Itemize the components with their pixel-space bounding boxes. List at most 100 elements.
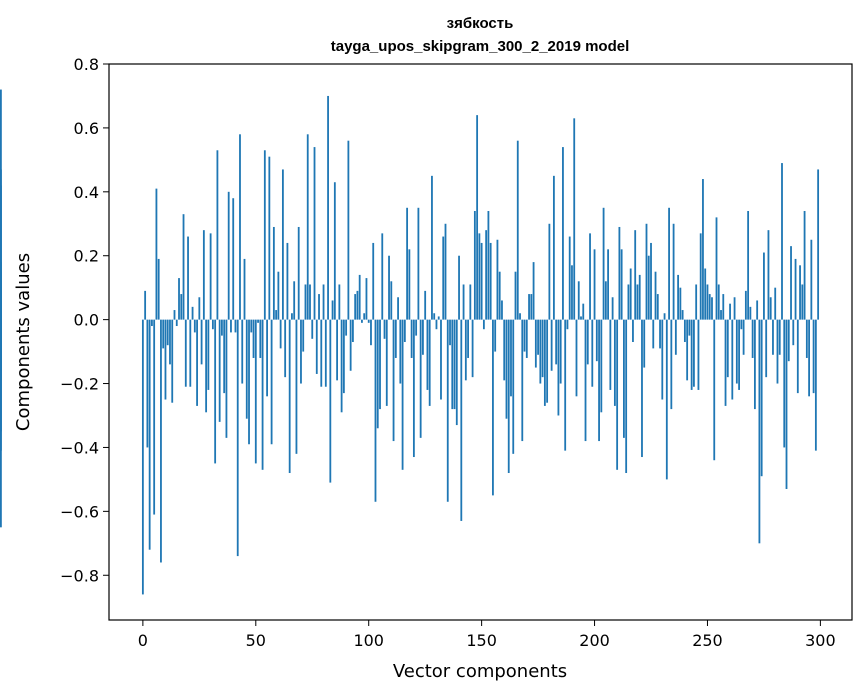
bar (611, 297, 614, 320)
bar (681, 310, 684, 320)
bar (706, 284, 709, 320)
bar (175, 319, 178, 327)
bar (781, 163, 783, 320)
bar (620, 249, 623, 320)
bar (589, 233, 591, 320)
bar (516, 140, 519, 320)
bar (381, 233, 384, 320)
bar (230, 319, 232, 333)
bar (643, 319, 646, 368)
bar (331, 300, 334, 320)
bar (627, 284, 630, 320)
bar (695, 284, 698, 320)
bar (403, 319, 406, 342)
bar (702, 179, 704, 320)
bar (435, 319, 438, 330)
bar (641, 319, 643, 458)
bar (636, 284, 639, 320)
bar (616, 319, 619, 470)
bar (347, 140, 350, 320)
bar (489, 242, 492, 320)
bar (408, 249, 411, 320)
bar (733, 297, 736, 320)
bar (370, 319, 372, 346)
bar (146, 319, 149, 448)
x-axis-label: Vector components (393, 661, 567, 682)
bar (281, 169, 284, 320)
bar (548, 223, 551, 320)
bar (209, 233, 212, 320)
bar (792, 319, 795, 346)
bar (291, 313, 293, 320)
bar (532, 262, 535, 320)
bar (717, 284, 720, 320)
bar (221, 319, 223, 336)
bar (304, 284, 307, 320)
y-tick-label: −0.6 (60, 502, 99, 521)
y-tick-label: 0.6 (74, 119, 99, 138)
bar (571, 265, 573, 320)
bar (153, 319, 156, 515)
bar (602, 207, 605, 320)
bar (245, 319, 248, 419)
bar (803, 210, 806, 320)
y-tick-label: 0.2 (74, 247, 99, 266)
bar (783, 319, 786, 448)
bar (787, 319, 790, 362)
bar (665, 319, 668, 480)
bar (799, 265, 801, 320)
bar (442, 236, 445, 320)
bar (417, 207, 420, 320)
bar (187, 236, 189, 320)
bar (263, 150, 266, 320)
bar (322, 284, 325, 320)
bar (460, 319, 463, 521)
bar (598, 319, 600, 442)
bar (293, 281, 296, 320)
bar (740, 319, 743, 330)
y-tick-label: 0.4 (74, 183, 99, 202)
bar (318, 294, 320, 320)
bar (464, 319, 467, 381)
bar (372, 242, 375, 320)
bar (677, 274, 680, 320)
bar (173, 310, 176, 320)
bar (650, 242, 652, 320)
bar (498, 271, 501, 320)
bar (300, 319, 302, 384)
bar (397, 297, 399, 320)
bar (586, 319, 589, 365)
bar (315, 319, 318, 374)
bar (674, 319, 677, 355)
bar (367, 319, 370, 323)
y-tick-label: −0.2 (60, 375, 99, 394)
bar (817, 169, 820, 320)
bar (708, 294, 711, 320)
bar (555, 319, 558, 365)
bar (584, 319, 587, 442)
bar (652, 319, 655, 349)
bar (243, 258, 246, 320)
bar (431, 175, 433, 320)
bar (422, 319, 424, 355)
bar (735, 319, 738, 384)
bar (309, 284, 311, 320)
bar (272, 226, 275, 320)
bar (618, 226, 621, 320)
bar (232, 198, 235, 320)
bar (286, 242, 289, 320)
bar (356, 290, 359, 320)
bar (772, 319, 774, 355)
y-tick-label: 0.0 (74, 311, 99, 330)
bar (189, 319, 192, 387)
bar (394, 319, 397, 358)
bar (519, 313, 521, 320)
bar (275, 310, 278, 320)
bar (342, 319, 345, 394)
bar (663, 313, 666, 320)
bar (458, 255, 460, 320)
bar (196, 319, 198, 406)
bar (236, 319, 239, 557)
bar (444, 223, 447, 320)
x-tick-label: 300 (805, 631, 836, 650)
